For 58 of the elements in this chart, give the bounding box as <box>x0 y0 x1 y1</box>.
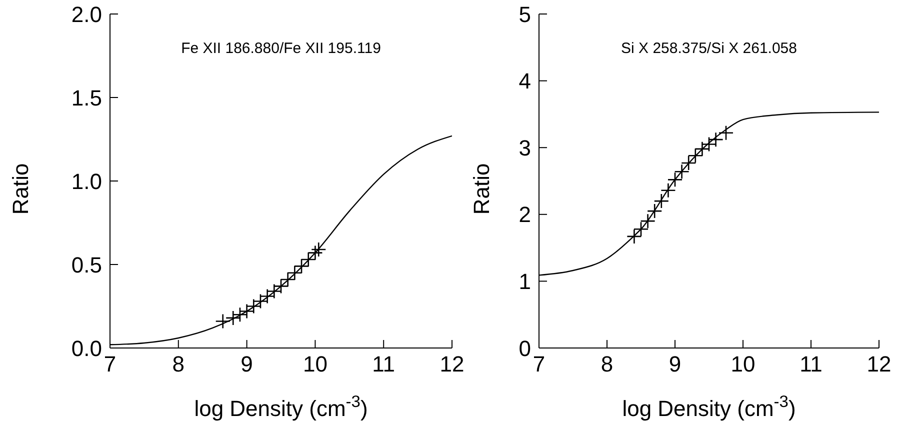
point <box>310 242 326 258</box>
y-tick-label: 0.0 <box>71 336 102 361</box>
x-tick-label: 9 <box>240 352 253 377</box>
point <box>674 164 690 180</box>
annotation: Fe XII 186.880/Fe XII 195.119 <box>180 40 382 57</box>
y-tick-label: 0 <box>518 336 531 361</box>
point <box>280 272 296 288</box>
x-tick-label: 7 <box>532 352 546 377</box>
point <box>300 252 316 268</box>
point <box>654 193 670 209</box>
x-tick-label: 11 <box>372 352 396 377</box>
point <box>640 213 656 229</box>
x-tick-label: 8 <box>172 352 185 377</box>
y-tick-label: 2 <box>518 202 531 228</box>
annotation: Si X 258.375/Si X 261.058 <box>620 40 798 57</box>
x-tick-label: 8 <box>600 352 614 377</box>
point <box>660 182 676 198</box>
x-tick-label: 12 <box>866 352 892 377</box>
point <box>680 155 696 171</box>
point <box>252 294 268 309</box>
point <box>266 284 282 299</box>
x-tick-label: 10 <box>302 352 328 377</box>
point <box>308 245 323 260</box>
y-tick-label: 0.5 <box>71 252 102 278</box>
y-tick-label: 3 <box>518 135 531 160</box>
point <box>246 298 262 314</box>
x-tick-label: 7 <box>104 352 116 377</box>
point <box>688 148 704 164</box>
y-tick-label: 2.0 <box>71 2 102 27</box>
point <box>701 136 717 152</box>
y-tick-label: 1 <box>518 269 531 294</box>
point <box>260 288 275 304</box>
point <box>718 125 734 141</box>
y-axis-title: Ratio <box>469 163 494 215</box>
x-tick-label: 12 <box>440 352 464 377</box>
y-tick-label: 1.0 <box>71 168 102 194</box>
y-axis-title: Ratio <box>8 163 33 215</box>
point <box>287 265 302 280</box>
x-axis-title: log Density (cm$^{-3}$) <box>194 393 368 421</box>
point <box>694 141 710 157</box>
point <box>626 228 642 244</box>
point <box>646 203 662 219</box>
point <box>225 310 241 326</box>
y-tick-label: 1.5 <box>71 85 102 110</box>
point <box>232 306 248 322</box>
point <box>294 258 310 274</box>
x-axis-title: log Density (cm$^{-3}$) <box>622 393 796 421</box>
point <box>215 314 231 329</box>
y-tick-label: 5 <box>518 2 531 27</box>
point <box>708 132 724 148</box>
point <box>239 304 254 319</box>
x-tick-label: 11 <box>800 352 822 377</box>
point <box>667 172 683 188</box>
y-tick-label: 4 <box>518 68 531 94</box>
point <box>273 278 289 294</box>
point <box>633 221 649 237</box>
x-tick-label: 9 <box>668 352 682 377</box>
x-tick-label: 10 <box>730 352 756 377</box>
